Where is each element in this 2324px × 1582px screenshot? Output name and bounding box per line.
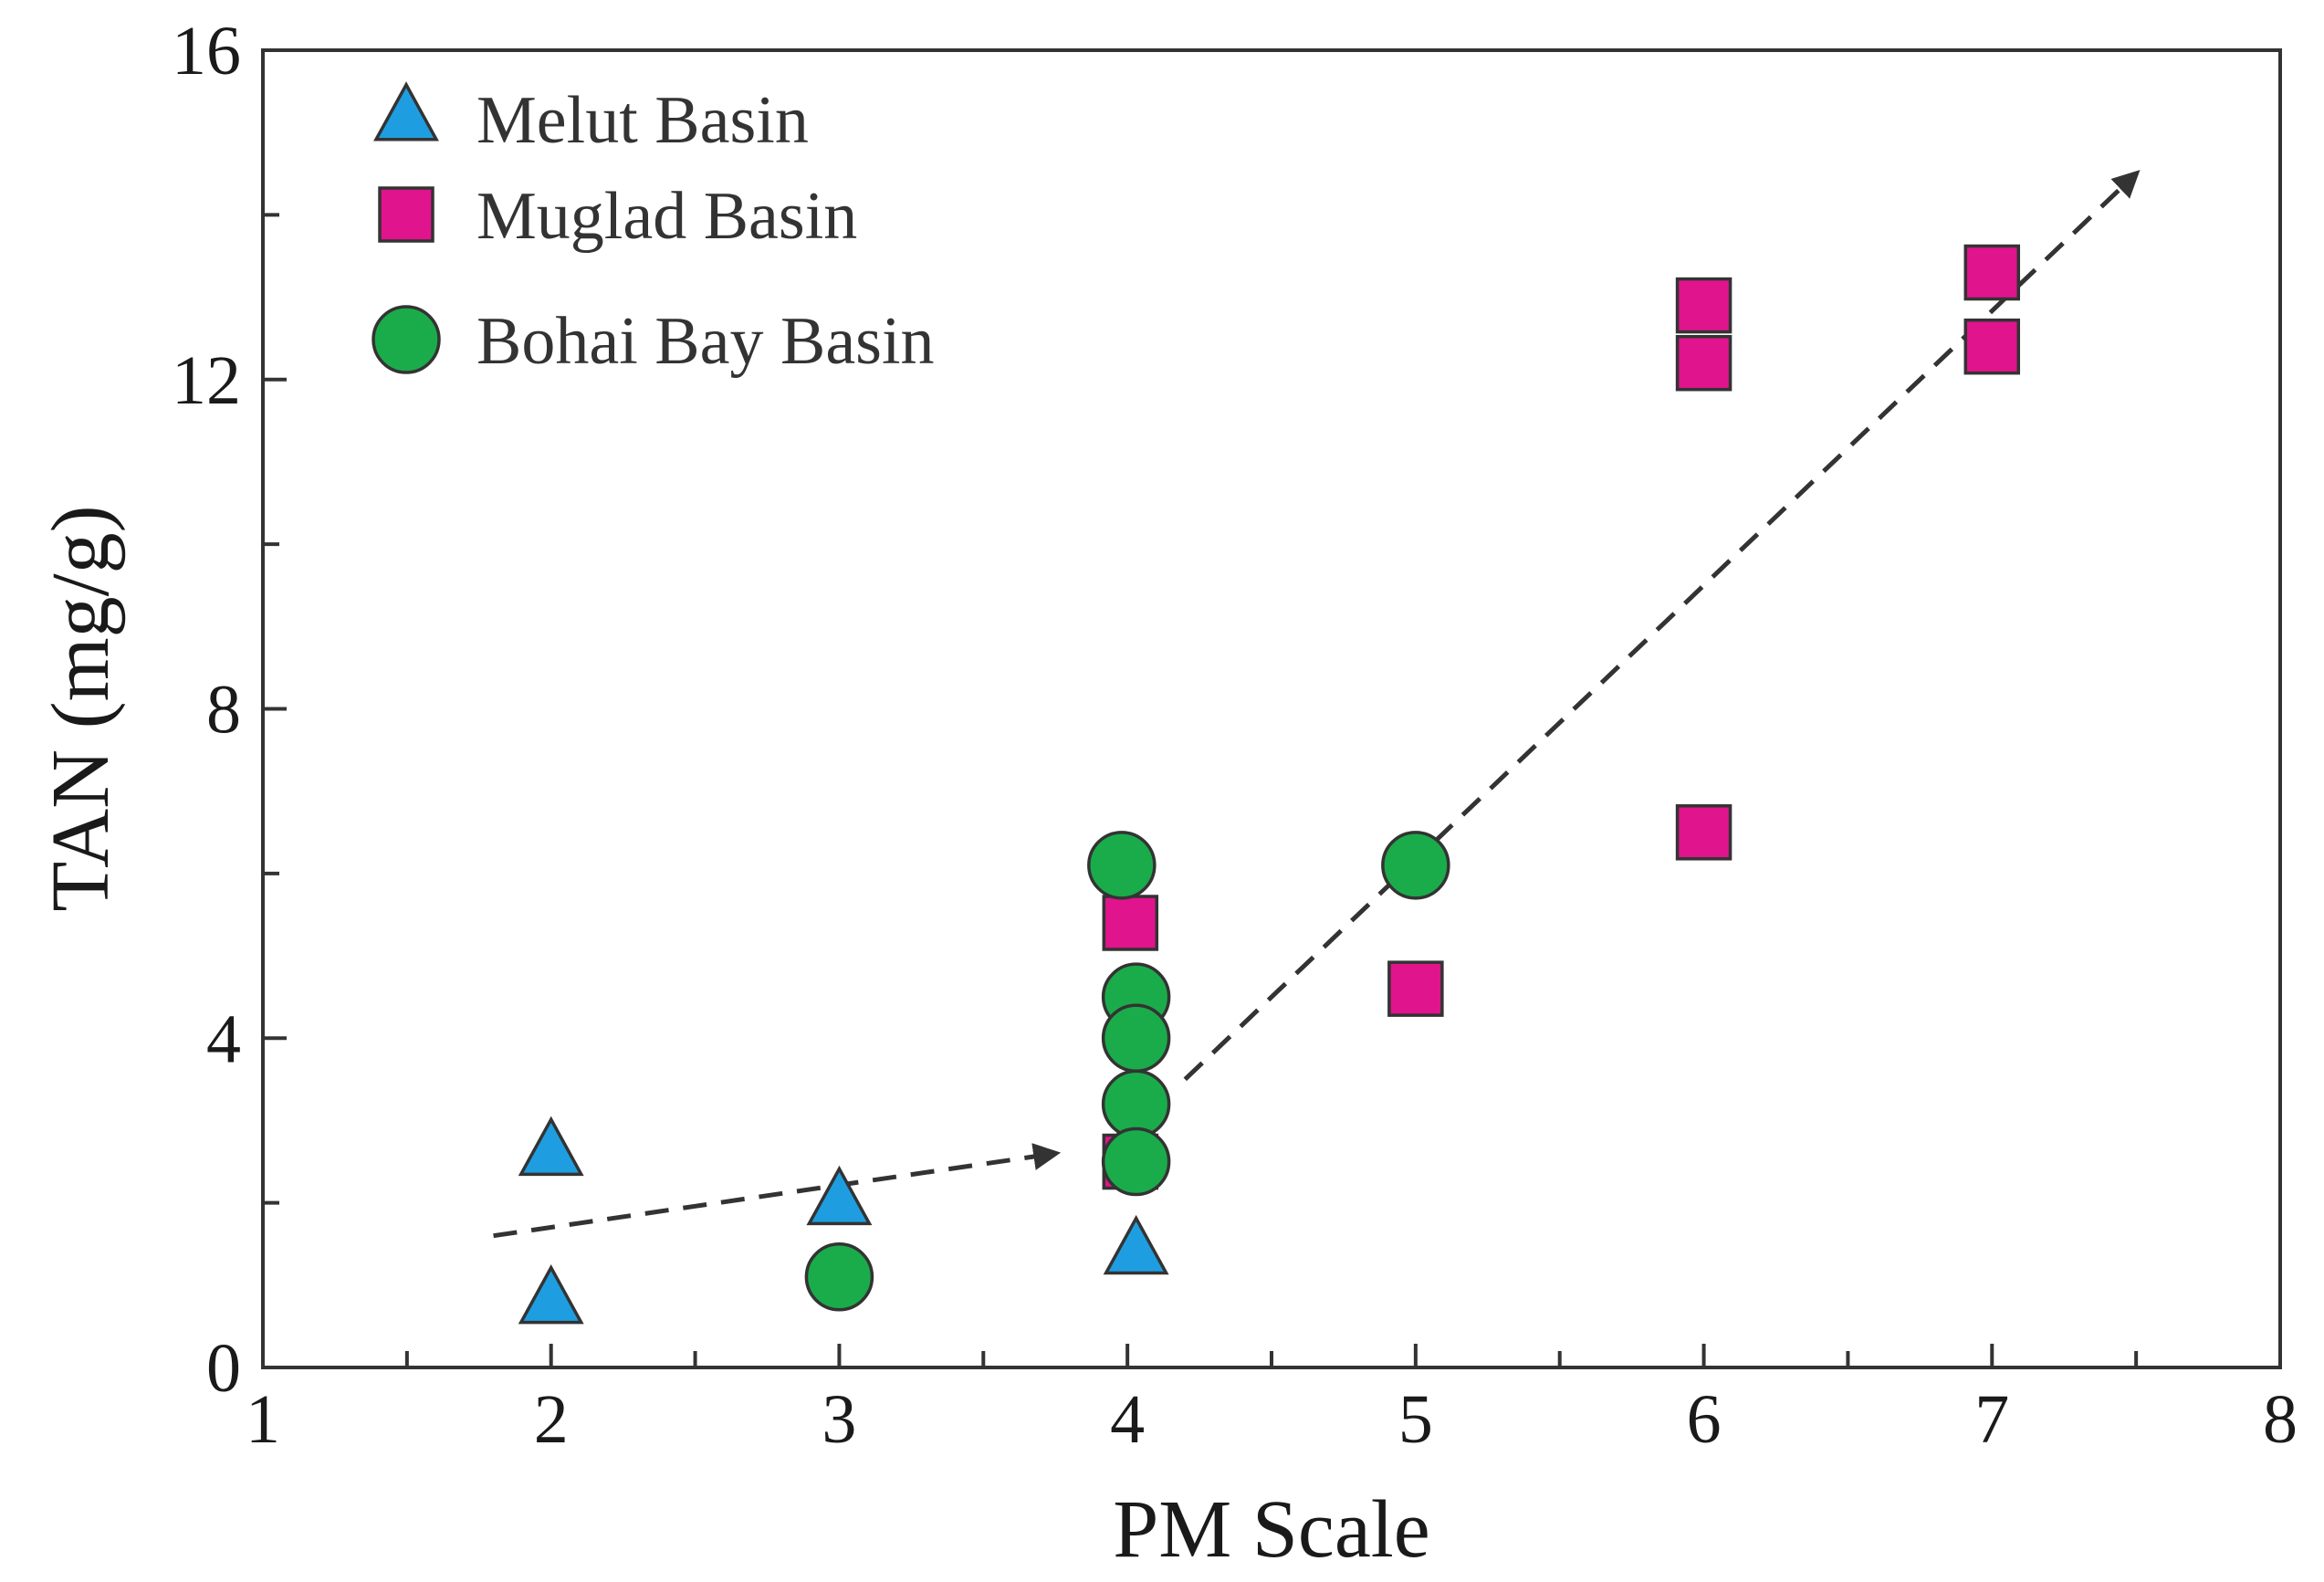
point-triangle — [1103, 1214, 1169, 1275]
point-square — [1963, 244, 2021, 301]
y-tick-label: 16 — [172, 13, 241, 89]
point-circle — [1101, 1069, 1171, 1139]
x-tick-label: 6 — [1687, 1381, 1722, 1458]
x-tick-label: 1 — [246, 1381, 280, 1458]
point-square — [1102, 895, 1159, 951]
y-tick-label: 0 — [206, 1330, 241, 1407]
legend-marker-circle — [372, 305, 441, 374]
point-square — [1387, 960, 1444, 1017]
point-circle — [1087, 831, 1157, 900]
y-tick-label: 4 — [206, 1001, 241, 1077]
point-square — [1675, 277, 1733, 334]
legend-label: Bohai Bay Basin — [476, 304, 935, 379]
point-square — [1675, 334, 1733, 392]
trend-arrow — [493, 1143, 1062, 1239]
x-axis-title: PM Scale — [1113, 1484, 1429, 1575]
point-triangle — [806, 1165, 873, 1226]
legend-marker-square — [378, 186, 434, 243]
point-circle — [804, 1242, 874, 1312]
legend-label: Melut Basin — [476, 83, 809, 158]
y-tick-label: 8 — [206, 672, 241, 749]
x-tick-label: 3 — [822, 1381, 856, 1458]
legend-marker-triangle — [373, 81, 439, 141]
point-square — [1963, 318, 2021, 375]
y-axis-title: TAN (mg/g) — [36, 505, 126, 911]
x-tick-label: 4 — [1110, 1381, 1145, 1458]
point-triangle — [518, 1264, 584, 1325]
legend: Melut Basin Muglad Basin Bohai Bay Basin — [372, 81, 935, 379]
point-circle — [1101, 1003, 1171, 1073]
point-square — [1675, 804, 1733, 861]
data-points — [518, 244, 2021, 1325]
axis-ticks — [261, 48, 2282, 1369]
legend-label: Muglad Basin — [476, 179, 857, 254]
point-circle — [1381, 831, 1450, 900]
x-tick-label: 2 — [534, 1381, 569, 1458]
point-triangle — [518, 1116, 584, 1177]
x-tick-label: 5 — [1398, 1381, 1433, 1458]
x-tick-label: 7 — [1974, 1381, 2009, 1458]
point-circle — [1101, 1126, 1171, 1197]
trend-arrow — [1183, 170, 2141, 1082]
y-tick-label: 12 — [172, 342, 241, 419]
x-tick-label: 8 — [2263, 1381, 2298, 1458]
